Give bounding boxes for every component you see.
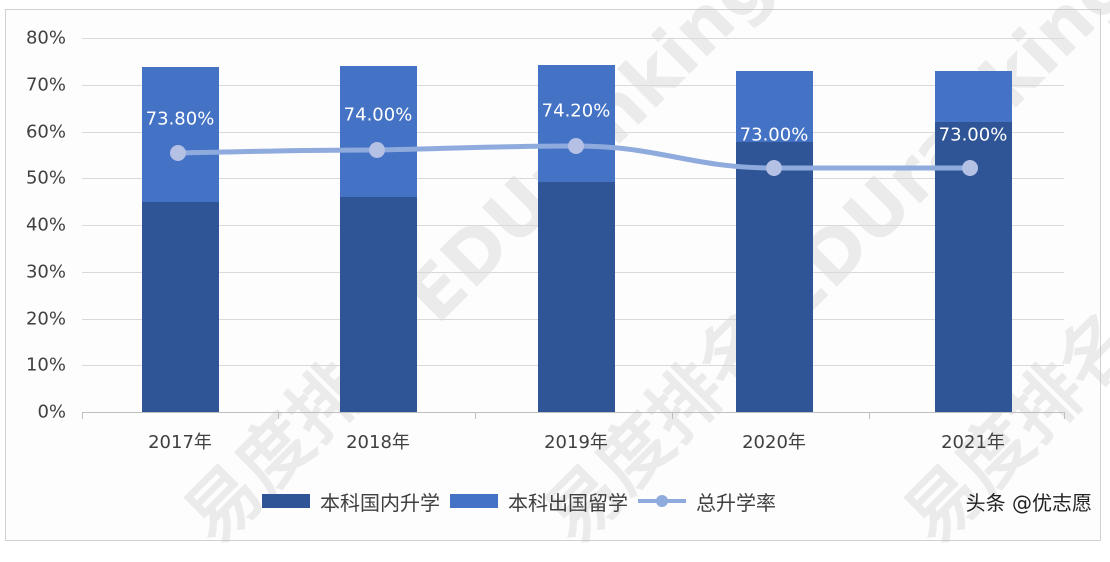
y-tick-label: 60% [25, 121, 66, 143]
line-point-2019 [568, 138, 584, 154]
legend: 本科国内升学 本科出国留学 总升学率 [262, 487, 786, 515]
y-tick-label: 70% [25, 74, 66, 96]
x-tick-mark [475, 412, 476, 419]
legend-swatch-abroad [450, 494, 498, 508]
y-tick-label: 20% [25, 308, 66, 330]
x-axis-line [82, 412, 1064, 413]
y-tick-label: 80% [25, 27, 66, 49]
line-point-2018 [369, 142, 385, 158]
legend-item-domestic: 本科国内升学 [262, 487, 440, 516]
bar-2017-abroad [142, 67, 219, 202]
data-label-2021: 73.00% [938, 124, 1008, 146]
bar-2017-domestic [142, 202, 219, 412]
legend-label: 总升学率 [696, 490, 776, 515]
x-tick-label: 2021年 [941, 432, 1005, 453]
gridline-80 [82, 38, 1064, 39]
legend-item-total: 总升学率 [638, 487, 776, 516]
y-tick-label: 40% [25, 214, 66, 236]
y-tick-label: 10% [25, 354, 66, 376]
legend-line-marker-icon [638, 494, 686, 508]
data-label-2017: 73.80% [145, 108, 215, 130]
y-tick-label: 30% [25, 261, 66, 283]
data-label-2020: 73.00% [739, 124, 809, 146]
x-tick-label: 2019年 [544, 432, 608, 453]
line-point-2021 [962, 160, 978, 176]
y-tick-label: 50% [25, 167, 66, 189]
x-tick-mark [869, 412, 870, 419]
legend-item-abroad: 本科出国留学 [450, 487, 628, 516]
bar-2019-domestic [538, 182, 615, 412]
x-tick-mark [1064, 412, 1065, 419]
legend-label: 本科出国留学 [508, 490, 628, 515]
source-credit: 头条 @优志愿 [965, 491, 1092, 515]
bar-2020-abroad [736, 71, 813, 142]
x-tick-mark [82, 412, 83, 419]
x-tick-label: 2020年 [742, 432, 806, 453]
legend-label: 本科国内升学 [320, 490, 440, 515]
x-tick-mark [672, 412, 673, 419]
x-tick-label: 2017年 [148, 432, 212, 453]
y-tick-label: 0% [37, 401, 66, 423]
bar-2020-domestic [736, 142, 813, 412]
data-label-2018: 74.00% [343, 104, 413, 126]
x-tick-label: 2018年 [346, 432, 410, 453]
bar-2021-abroad [935, 71, 1012, 122]
bar-2018-domestic [340, 197, 417, 412]
x-tick-mark [278, 412, 279, 419]
bar-2018-abroad [340, 66, 417, 197]
line-point-2020 [766, 160, 782, 176]
data-label-2019: 74.20% [541, 100, 611, 122]
total-rate-line [170, 138, 978, 176]
bar-2019-abroad [538, 65, 615, 182]
line-point-2017 [170, 145, 186, 161]
legend-swatch-domestic [262, 494, 310, 508]
